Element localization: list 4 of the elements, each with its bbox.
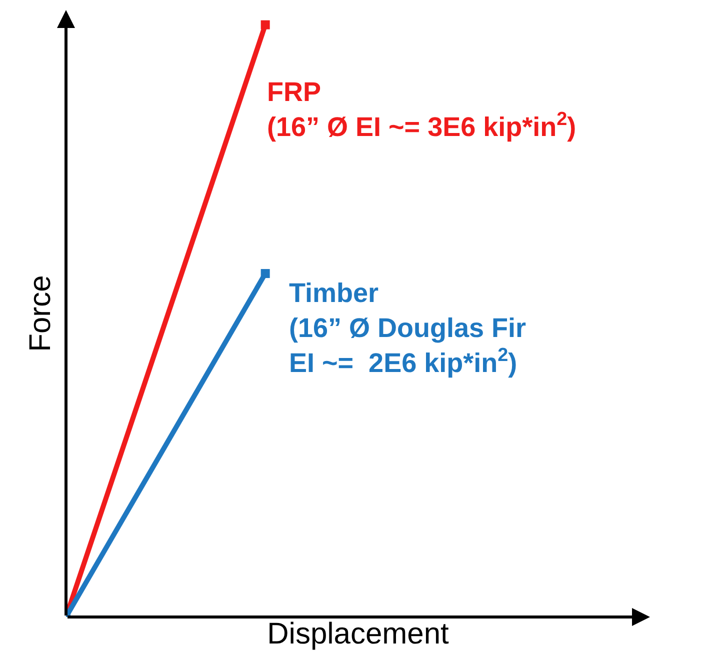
y-axis-title: Force	[24, 275, 57, 352]
series-label: FRP (16” Ø EI ~= 3E6 kip*in$^{2}$)	[267, 77, 576, 142]
series-label: Timber (16” Ø Douglas Fir EI ~= 2E6 kip*in$^{2}$)	[289, 278, 527, 378]
x-axis-title: Displacement	[267, 618, 450, 650]
